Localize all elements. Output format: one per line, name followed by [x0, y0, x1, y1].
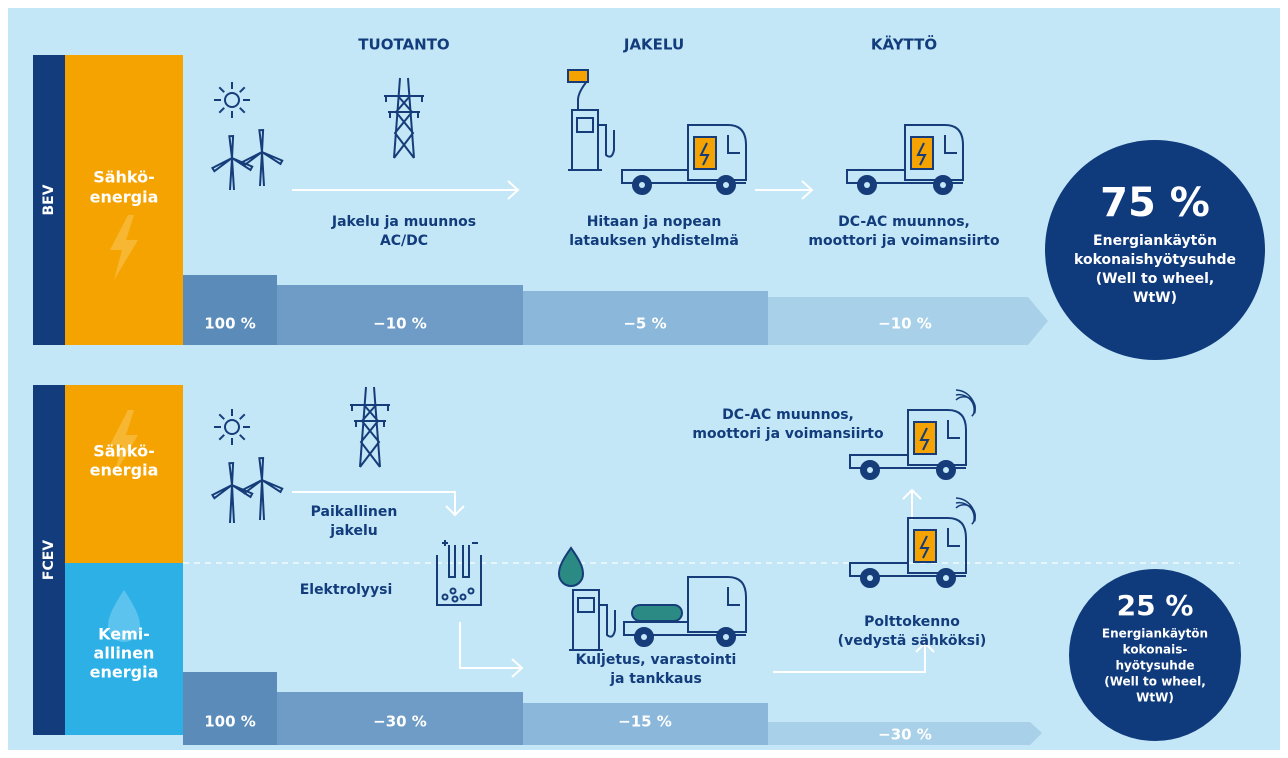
loss-label: −15 %: [618, 713, 672, 731]
source-label: Kemi-: [98, 625, 150, 644]
result-value: 25 %: [1117, 589, 1194, 622]
step-caption: AC/DC: [380, 233, 428, 249]
result-text: (Well to wheel,: [1096, 271, 1215, 287]
loss-label: −10 %: [878, 315, 932, 333]
step-caption: DC-AC muunnos,: [722, 407, 854, 423]
loss-label: −10 %: [373, 315, 427, 333]
infographic: TUOTANTO JAKELU KÄYTTÖ BEV Sähkö-energia Jake…: [0, 0, 1288, 758]
loss-bar: [183, 275, 277, 345]
result-circle: [1045, 140, 1265, 360]
row-label: BEV: [41, 184, 57, 215]
result-text: kokonais-: [1123, 643, 1188, 657]
result-text: Energiankäytön: [1102, 627, 1208, 641]
source-label: energia: [90, 188, 159, 207]
step-caption: Elektrolyysi: [300, 582, 393, 598]
source-label: Sähkö-: [93, 168, 155, 187]
loss-label: 100 %: [204, 713, 256, 731]
source-label: allinen: [94, 644, 155, 663]
step-caption: jakelu: [329, 523, 377, 539]
source-label: energia: [90, 663, 159, 682]
loss-label: 100 %: [204, 315, 256, 333]
step-caption: (vedystä sähköksi): [838, 633, 987, 649]
step-caption: moottori ja voimansiirto: [808, 233, 1000, 249]
step-caption: moottori ja voimansiirto: [692, 426, 884, 442]
loss-label: −5 %: [623, 315, 666, 333]
result-text: kokonaishyötysuhde: [1074, 252, 1236, 268]
loss-bar: [183, 672, 277, 745]
source-label: Sähkö-: [93, 442, 155, 461]
loss-label: −30 %: [373, 713, 427, 731]
stage-header: KÄYTTÖ: [871, 35, 937, 54]
result-value: 75 %: [1100, 180, 1210, 226]
step-caption: Paikallinen: [311, 504, 398, 520]
result-text: hyötysuhde: [1115, 659, 1194, 673]
result-text: (Well to wheel,: [1104, 675, 1206, 689]
step-caption: Kuljetus, varastointi: [576, 652, 737, 668]
result-text: WtW): [1133, 290, 1177, 306]
result-text: WtW): [1136, 691, 1174, 705]
step-caption: Hitaan ja nopean: [587, 214, 722, 230]
source-label: energia: [90, 461, 159, 480]
stage-header: TUOTANTO: [358, 36, 449, 54]
row-label: FCEV: [41, 540, 57, 580]
step-caption: ja tankkaus: [609, 671, 702, 687]
step-caption: latauksen yhdistelmä: [569, 233, 739, 249]
stage-header: JAKELU: [623, 36, 684, 54]
step-caption: Jakelu ja muunnos: [331, 214, 476, 230]
loss-label: −30 %: [878, 726, 932, 744]
step-caption: DC-AC muunnos,: [838, 214, 970, 230]
step-caption: Polttokenno: [864, 614, 960, 630]
result-text: Energiankäytön: [1093, 233, 1217, 249]
